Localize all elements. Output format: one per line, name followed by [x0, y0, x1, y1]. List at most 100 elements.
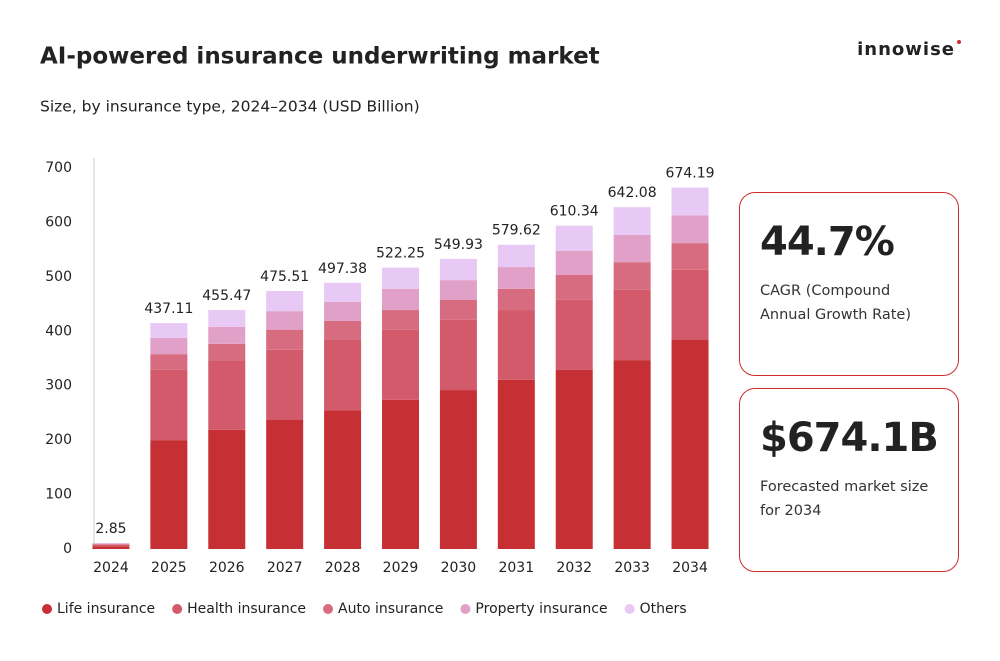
total-label: 522.25 — [376, 246, 425, 262]
bar-segment — [671, 187, 709, 216]
bar-segment — [382, 267, 419, 289]
chart-title: AI-powered insurance underwriting market — [40, 44, 600, 70]
y-tick-label: 100 — [45, 487, 72, 503]
x-tick-label: 2029 — [383, 560, 419, 576]
legend-label: Others — [640, 601, 687, 617]
bar-segment — [208, 360, 246, 430]
bar-segment — [497, 310, 535, 380]
legend-label: Auto insurance — [338, 601, 443, 617]
bar-segment — [150, 440, 188, 549]
y-tick-label: 500 — [45, 269, 72, 285]
bar-segment — [439, 280, 477, 300]
bar-segment — [92, 544, 130, 545]
bar-segment — [150, 323, 188, 338]
legend-swatch — [172, 604, 183, 614]
legend-label: Health insurance — [187, 601, 306, 617]
bar-segment — [324, 282, 362, 302]
bar-segment — [382, 288, 419, 311]
y-tick-label: 0 — [63, 541, 72, 557]
bar-segment — [324, 410, 362, 549]
x-tick-label: 2031 — [498, 560, 534, 576]
bar-segment — [671, 243, 709, 270]
x-tick-label: 2026 — [209, 560, 245, 576]
total-label: 642.08 — [608, 185, 657, 201]
bar-segment — [266, 291, 304, 312]
bar-segment — [555, 274, 593, 300]
legend-label: Life insurance — [57, 601, 155, 617]
bar-segment — [92, 544, 130, 547]
bar-segment — [555, 250, 593, 275]
bar-segment — [555, 225, 593, 251]
total-label: 549.93 — [434, 237, 483, 253]
bar-segment — [266, 420, 304, 549]
x-tick-label: 2032 — [556, 560, 592, 576]
bar-segment — [208, 310, 246, 327]
total-label: 2.85 — [95, 521, 126, 537]
bar-segment — [208, 429, 246, 549]
y-tick-label: 300 — [45, 378, 72, 394]
bar-segment — [497, 267, 535, 289]
bar-segment — [324, 301, 362, 321]
card: 44.7% CAGR (Compound Annual Growth Rate) — [739, 192, 959, 376]
bar-segment — [613, 207, 651, 235]
card-label: Forecasted market size for 2034 — [760, 479, 929, 519]
bar-segment — [497, 288, 535, 311]
bar-segment — [382, 329, 419, 400]
bar-segment — [266, 329, 304, 350]
bar-segment — [382, 399, 419, 549]
x-tick-label: 2025 — [151, 560, 187, 576]
bar-segment — [497, 244, 535, 268]
x-tick-label: 2030 — [441, 560, 477, 576]
brand-dot — [957, 40, 961, 44]
brand-logo: innowise — [857, 39, 955, 60]
bar-segment — [266, 311, 304, 330]
card-value: 44.7% — [760, 219, 895, 265]
bar-segment — [150, 369, 188, 441]
bar-segment — [208, 343, 246, 361]
y-tick-label: 600 — [45, 214, 72, 230]
bar-segment — [92, 546, 130, 549]
x-tick-label: 2034 — [672, 560, 708, 576]
bar-segment — [671, 339, 709, 549]
card-value: $674.1B — [760, 415, 939, 461]
total-label: 475.51 — [260, 269, 309, 285]
bar-segment — [150, 337, 188, 355]
bar-segment — [671, 269, 709, 340]
bar-segment — [439, 299, 477, 320]
bar-segment — [613, 360, 651, 549]
bar-segment — [671, 215, 709, 244]
total-label: 610.34 — [550, 204, 599, 220]
legend-swatch — [323, 604, 334, 614]
x-tick-label: 2027 — [267, 560, 303, 576]
total-label: 437.11 — [144, 301, 193, 317]
bar-segment — [150, 354, 188, 370]
legend-swatch — [42, 604, 52, 614]
bar-segment — [382, 310, 419, 330]
legend-swatch — [624, 604, 635, 614]
bar-segment — [613, 289, 651, 361]
bar-segment — [92, 543, 130, 545]
bar-segment — [497, 379, 535, 549]
bar-segment — [324, 339, 362, 411]
x-tick-label: 2024 — [93, 560, 129, 576]
bar-segment — [439, 390, 477, 549]
y-tick-label: 400 — [45, 323, 72, 339]
x-tick-label: 2033 — [614, 560, 650, 576]
total-label: 579.62 — [492, 223, 541, 239]
bar-segment — [439, 258, 477, 281]
bar-segment — [266, 349, 304, 421]
total-label: 674.19 — [666, 166, 715, 182]
bar-segment — [613, 234, 651, 263]
card-label: CAGR (Compound Annual Growth Rate) — [760, 283, 912, 323]
y-tick-label: 700 — [45, 160, 72, 176]
total-label: 455.47 — [202, 288, 251, 304]
bar-segment — [208, 326, 246, 344]
bar-segment — [439, 319, 477, 391]
bar-segment — [324, 320, 362, 340]
legend-swatch — [460, 604, 471, 614]
chart-subtitle: Size, by insurance type, 2024–2034 (USD … — [40, 98, 420, 116]
total-label: 497.38 — [318, 261, 367, 277]
card: $674.1B Forecasted market size for 2034 — [739, 388, 959, 572]
